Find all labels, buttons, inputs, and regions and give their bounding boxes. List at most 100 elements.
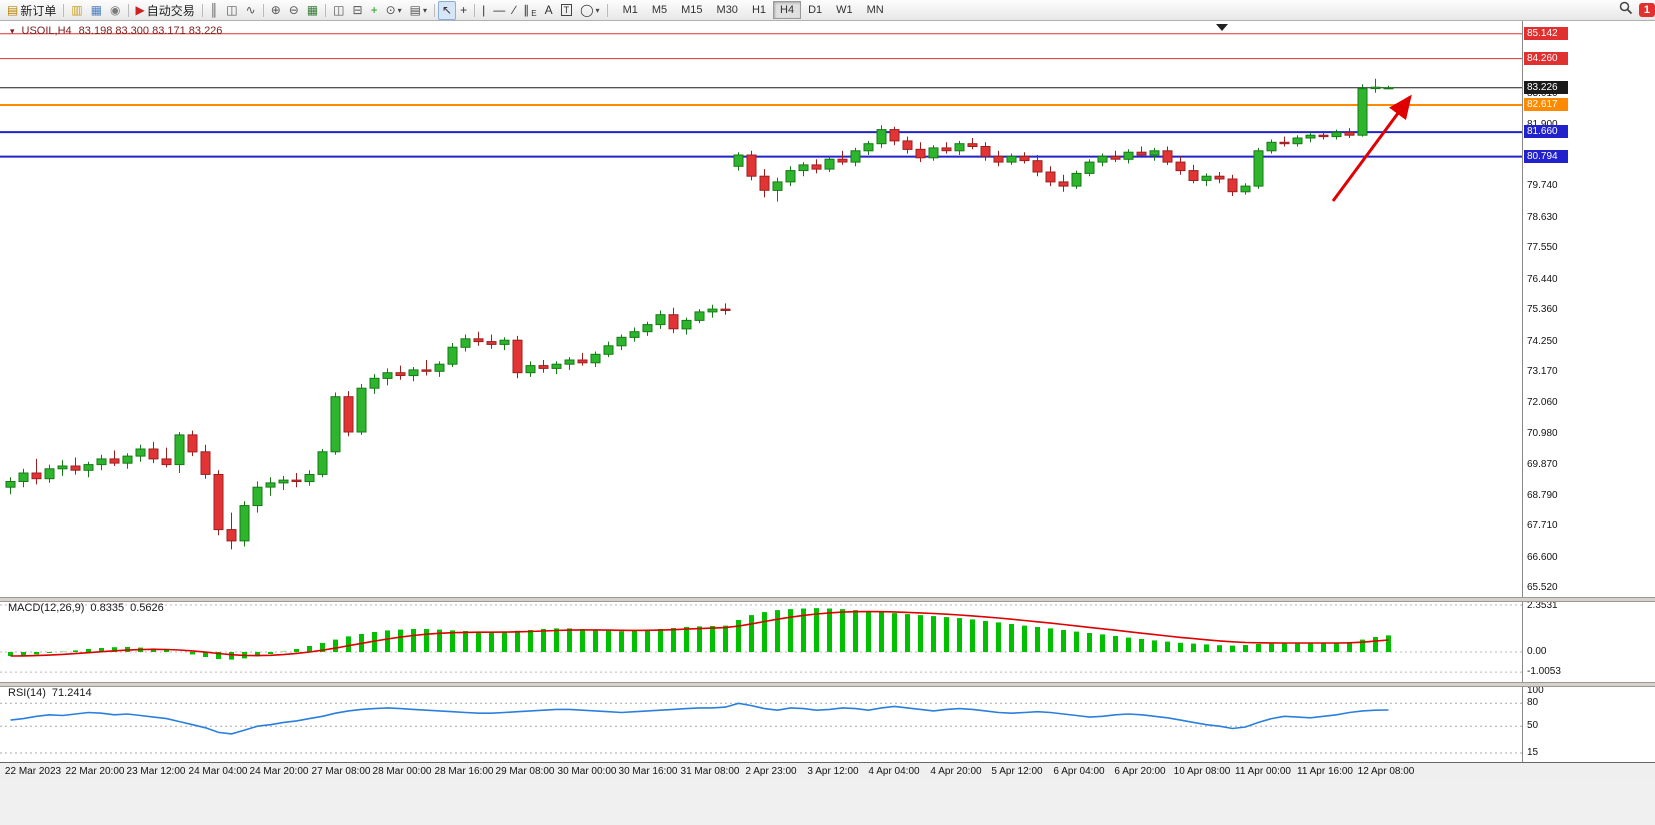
channel-icon: ∥ [523,2,530,17]
price-axis-label: 65.520 [1527,582,1558,593]
macd-axis-label: 2.3531 [1527,600,1558,611]
timeframe-m30-button[interactable]: M30 [716,4,738,16]
timeframe-mn-button[interactable]: MN [866,4,884,16]
rsi-axis-label: 50 [1527,720,1539,731]
sound-icon: ◉ [110,2,121,17]
text-button[interactable]: A [541,1,557,20]
tile-windows-button[interactable]: ▦ [303,1,322,20]
add-indicator-button[interactable]: + [367,1,382,20]
price-axis-label: 67.710 [1527,520,1558,531]
toolbar-right-group: 1 [1619,1,1655,20]
horizontal-line-icon: — [493,2,506,17]
new-order-button[interactable]: ▤ 新订单 [3,1,60,20]
auto-trading-icon: ▶ [135,2,145,17]
navigator-button[interactable]: ▦ [87,1,106,20]
time-axis-label: 6 Apr 04:00 [1053,766,1105,777]
notification-badge[interactable]: 1 [1638,3,1655,17]
timeframe-toolbar: M1 M5 M15 M30 H1 H4 D1 W1 MN [616,1,891,19]
auto-trading-button[interactable]: ▶ 自动交易 [132,1,199,20]
time-axis[interactable]: 22 Mar 2023 22 Mar 20:00 23 Mar 12:00 24 Ma… [0,762,1655,781]
price-axis-label: 74.250 [1527,336,1558,347]
rsi-panel[interactable]: RSI(14) 71.2414 [0,685,1522,762]
price-badge: 85.142 [1524,27,1568,40]
macd-name: MACD(12,26,9) [8,602,85,614]
macd-signal-value: 0.5626 [130,602,164,614]
navigator-icon: ▦ [90,2,103,17]
rsi-chart[interactable] [0,685,1522,762]
arrange-charts-button[interactable]: ◫ [329,1,348,20]
cursor-button[interactable]: ↖ [438,0,457,20]
timeframe-m1-button[interactable]: M1 [622,4,638,16]
rsi-indicator-label: RSI(14) 71.2414 [8,687,92,699]
panel-splitter[interactable] [0,682,1655,687]
timeframe-d1-button[interactable]: D1 [808,4,823,16]
line-chart-button[interactable]: ∿ [242,1,260,20]
market-watch-icon: ▥ [71,2,83,17]
sound-button[interactable]: ◉ [106,1,124,20]
timeframe-m15-button[interactable]: M15 [681,4,703,16]
crosshair-icon: + [460,2,468,17]
periods-button[interactable]: ⊙ ▾ [382,1,406,20]
crosshair-button[interactable]: + [456,1,471,20]
chevron-down-icon: ▾ [423,5,428,15]
toolbar-separator [606,3,608,17]
text-label-button[interactable]: T [557,1,577,20]
trendline-button[interactable]: ∕ [509,1,519,20]
time-axis-label: 27 Mar 08:00 [311,766,371,777]
candlestick-chart-button[interactable]: ◫ [222,1,241,20]
zoom-out-icon: ⊖ [288,2,299,17]
zoom-in-button[interactable]: ⊕ [267,1,285,20]
toolbar-separator [262,3,264,17]
market-watch-button[interactable]: ▥ [67,1,86,20]
timeframe-m5-button[interactable]: M5 [651,4,668,16]
zoom-out-button[interactable]: ⊖ [285,1,303,20]
timeframe-w1-button[interactable]: W1 [836,4,853,16]
price-badge: 82.617 [1524,98,1568,111]
chevron-down-icon: ▾ [397,5,402,15]
channel-button-sub: E [531,8,537,18]
panel-splitter[interactable] [0,597,1655,602]
macd-axis-label: -1.0053 [1527,666,1561,677]
chevron-down-icon: ▾ [595,5,600,15]
toolbar-separator [325,3,327,17]
time-axis-label: 3 Apr 12:00 [807,766,859,777]
symbol-period: USOIL,H4 [21,25,72,37]
vertical-line-button[interactable]: | [478,1,489,20]
shapes-icon: ◯ [580,2,594,17]
candlestick-chart[interactable] [0,21,1522,598]
price-axis-label: 69.870 [1527,459,1558,470]
search-icon[interactable] [1619,1,1633,20]
price-badge: 83.226 [1524,81,1568,94]
price-axis-label: 72.060 [1527,397,1558,408]
time-axis-label: 24 Mar 20:00 [249,766,309,777]
macd-panel[interactable]: MACD(12,26,9) 0.8335 0.5626 [0,600,1522,682]
arrange-charts-icon: ◫ [333,2,345,17]
time-axis-label: 5 Apr 12:00 [991,766,1043,777]
ohlc-values: 83.198 83.300 83.171 83.226 [78,25,223,37]
timeframe-h1-button[interactable]: H1 [751,4,766,16]
toolbar-separator [474,3,476,17]
rsi-axis-label: 80 [1527,697,1539,708]
toolbar-separator [434,3,436,17]
timeframe-h4-button[interactable]: H4 [773,1,802,19]
time-axis-label: 29 Mar 08:00 [495,766,555,777]
horizontal-line-button[interactable]: — [489,1,509,20]
bar-chart-button[interactable]: ║ [206,1,223,20]
time-axis-label: 30 Mar 00:00 [557,766,617,777]
channel-button[interactable]: ∥ E [519,1,540,20]
line-chart-icon: ∿ [245,2,256,17]
bar-chart-icon: ║ [209,2,219,17]
time-axis-label: 2 Apr 23:00 [745,766,797,777]
time-axis-label: 4 Apr 20:00 [930,766,982,777]
shapes-button[interactable]: ◯ ▾ [576,1,603,20]
time-axis-label: 11 Apr 00:00 [1235,766,1291,777]
macd-value-axis: 2.3531 0.00 -1.0053 [1522,600,1655,682]
templates-button[interactable]: ▤ ▾ [406,1,431,20]
main-chart-panel[interactable]: ▾ USOIL,H4 83.198 83.300 83.171 83.226 [0,20,1522,598]
price-axis[interactable]: 83.01081.90079.74078.63077.55076.44075.3… [1522,20,1655,598]
time-axis-label: 30 Mar 16:00 [618,766,678,777]
templates-icon: ▤ [409,2,422,17]
macd-chart[interactable] [0,600,1522,682]
cascade-charts-button[interactable]: ⊟ [349,1,367,20]
macd-axis-label: 0.00 [1527,646,1547,657]
